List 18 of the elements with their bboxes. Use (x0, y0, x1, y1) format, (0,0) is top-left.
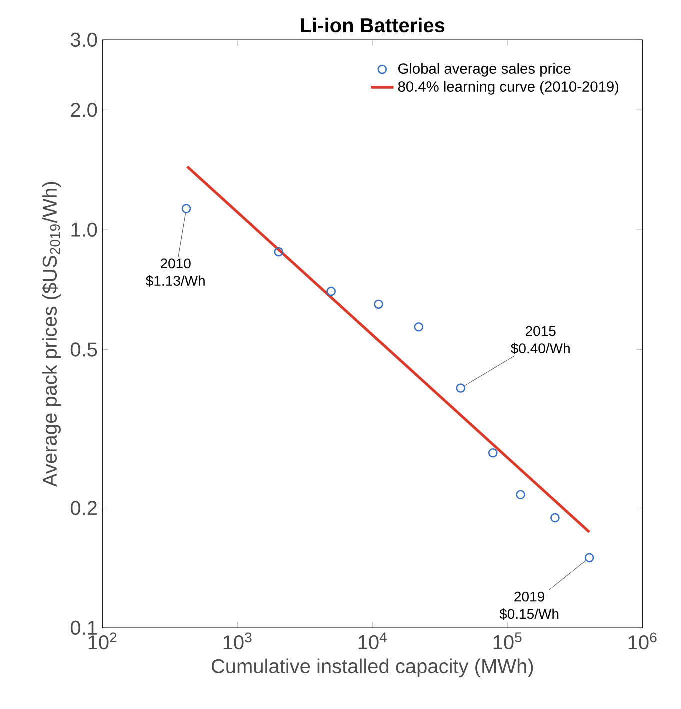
x-tick-label: 10$^{5}$ (494, 632, 522, 650)
y-tick-label: 0.2 (70, 501, 97, 516)
y-tick-label: 2.0 (71, 103, 98, 118)
legend-label: 80.4% learning curve (2010-2019) (398, 81, 619, 95)
x-tick-label: 10$^{4}$ (358, 632, 387, 650)
y-tick-label: 1.0 (72, 222, 98, 237)
chart-title: Li-ion Batteries (301, 18, 445, 33)
y-tick-label: 3.0 (70, 32, 98, 48)
annotation: 2015 $0.40/Wh (511, 326, 570, 354)
y-tick-label: 0.1 (70, 620, 97, 636)
annotation: 2019 $0.15/Wh (500, 592, 559, 620)
legend-label: Global average sales price (398, 63, 571, 77)
annotation: 2010 $1.13/Wh (146, 258, 205, 287)
x-axis-title: Cumulative installed capacity (MWh) (212, 658, 534, 678)
y-tick-label: 0.5 (70, 342, 98, 357)
y-axis-title: Average pack prices ($US$_{2019}$/Wh) (42, 182, 61, 487)
x-tick-label: 10$^{6}$ (628, 632, 657, 650)
x-tick-label: 10$^{3}$ (224, 632, 252, 650)
